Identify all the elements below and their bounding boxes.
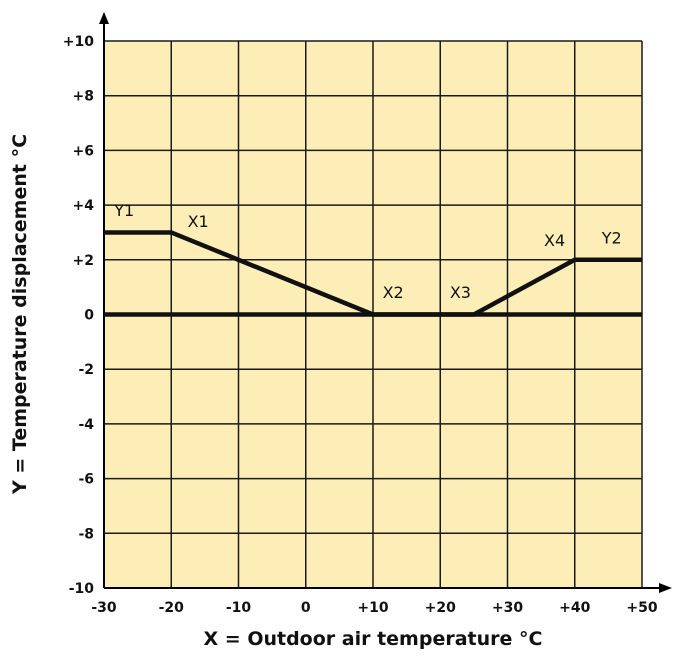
point-label-x3: X3 — [450, 283, 471, 302]
y-tick-label: +10 — [63, 34, 94, 50]
annotations-group: Y1 X1 X2 X3 X4 Y2 — [113, 201, 622, 302]
y-tick-label: -6 — [78, 472, 94, 488]
y-tick-label: -2 — [78, 362, 94, 378]
y-tick-labels: +10 +8 +6 +4 +2 0 -2 -4 -6 -8 -10 — [63, 34, 94, 597]
axes-group — [99, 12, 672, 593]
point-label-x4: X4 — [544, 231, 565, 250]
point-label-y1: Y1 — [113, 201, 134, 220]
x-tick-label: +50 — [626, 600, 657, 616]
point-label-x1: X1 — [188, 212, 209, 231]
x-tick-label: -20 — [159, 600, 185, 616]
x-tick-label: +30 — [492, 600, 523, 616]
x-tick-label: +10 — [357, 600, 388, 616]
x-tick-label: 0 — [301, 600, 311, 616]
x-tick-label: -30 — [91, 600, 117, 616]
x-tick-labels: -30 -20 -10 0 +10 +20 +30 +40 +50 — [91, 600, 658, 616]
x-tick-label: +40 — [559, 600, 590, 616]
x-axis-arrow — [659, 583, 672, 593]
y-tick-label: +6 — [73, 143, 94, 159]
x-tick-label: -10 — [226, 600, 252, 616]
point-label-x2: X2 — [383, 283, 404, 302]
y-axis-title: Y = Temperature displacement °C — [9, 134, 31, 495]
series-line — [104, 230, 642, 317]
grid-lines — [104, 40, 643, 588]
y-tick-label: +2 — [73, 253, 94, 269]
y-tick-label: +4 — [73, 198, 95, 214]
point-label-y2: Y2 — [601, 228, 622, 247]
y-axis-arrow — [99, 12, 109, 24]
x-tick-label: +20 — [425, 600, 456, 616]
y-tick-label: -8 — [78, 526, 94, 542]
x-axis-title: X = Outdoor air temperature °C — [204, 628, 543, 650]
y-tick-label: +8 — [73, 89, 94, 105]
y-tick-label: -4 — [78, 417, 94, 433]
y-tick-label: 0 — [84, 308, 94, 324]
series-group — [104, 230, 642, 317]
y-tick-label: -10 — [69, 581, 95, 597]
